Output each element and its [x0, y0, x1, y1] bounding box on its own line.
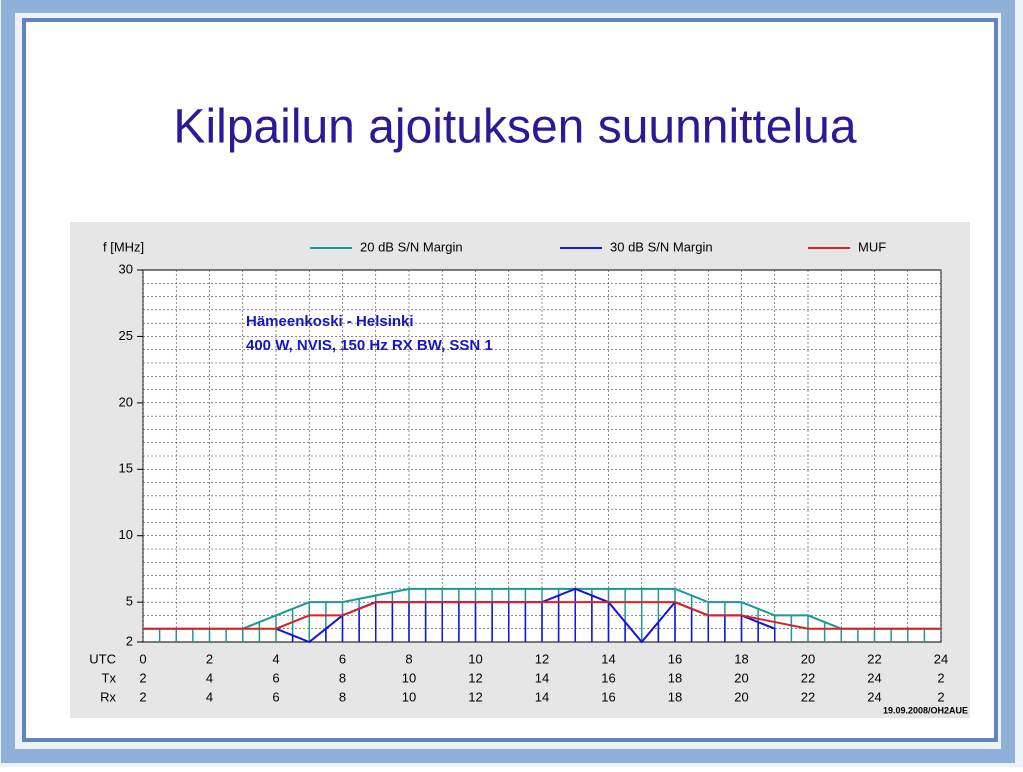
tx-label: 14: [535, 670, 549, 685]
tx-label: 16: [601, 670, 615, 685]
annotation: Hämeenkoski - Helsinki: [246, 313, 414, 330]
tx-label: 8: [339, 670, 346, 685]
y-tick-label: 20: [119, 394, 133, 409]
tx-label: 24: [867, 670, 881, 685]
y-tick-label: 2: [126, 633, 133, 648]
y-tick-label: 10: [119, 527, 133, 542]
rx-label: 24: [867, 689, 881, 704]
footer: 19.09.2008/OH2AUE: [883, 705, 968, 715]
rx-label: 20: [734, 689, 748, 704]
tx-label: 6: [272, 670, 279, 685]
series-line: [143, 601, 941, 630]
x-tick-label: 24: [934, 651, 948, 666]
slide-title: Kilpailun ajoituksen suunnittelua: [173, 101, 856, 154]
x-tick-label: 0: [139, 651, 146, 666]
y-tick-label: 25: [119, 328, 133, 343]
tx-label: 2: [937, 670, 944, 685]
rx-label: 6: [272, 689, 279, 704]
y-tick-label: 5: [126, 594, 133, 609]
rx-label: 4: [206, 689, 213, 704]
tx-label: 12: [468, 670, 482, 685]
x-tick-label: 2: [206, 651, 213, 666]
row-label: Rx: [100, 689, 116, 704]
x-tick-label: 4: [272, 651, 279, 666]
x-tick-label: 12: [535, 651, 549, 666]
x-tick-label: 22: [867, 651, 881, 666]
rx-label: 22: [801, 689, 815, 704]
frame-outer: [1, 0, 1015, 763]
legend-label: 30 dB S/N Margin: [610, 239, 713, 254]
y-tick-label: 30: [119, 261, 133, 276]
rx-label: 2: [937, 689, 944, 704]
y-axis-label: f [MHz]: [103, 239, 144, 254]
rx-label: 18: [668, 689, 682, 704]
tx-label: 2: [139, 670, 146, 685]
tx-label: 18: [668, 670, 682, 685]
row-label: UTC: [89, 651, 116, 666]
x-tick-label: 18: [734, 651, 748, 666]
x-tick-label: 14: [601, 651, 615, 666]
x-tick-label: 16: [668, 651, 682, 666]
plot-layer: [137, 269, 942, 644]
tx-label: 10: [402, 670, 416, 685]
x-tick-label: 20: [801, 651, 815, 666]
tx-label: 22: [801, 670, 815, 685]
y-tick-label: 15: [119, 461, 133, 476]
rx-label: 10: [402, 689, 416, 704]
tx-label: 20: [734, 670, 748, 685]
rx-label: 12: [468, 689, 482, 704]
rx-label: 16: [601, 689, 615, 704]
tx-label: 4: [206, 670, 213, 685]
legend-label: 20 dB S/N Margin: [360, 239, 463, 254]
x-tick-label: 6: [339, 651, 346, 666]
rx-label: 8: [339, 689, 346, 704]
row-label: Tx: [102, 670, 117, 685]
rx-label: 14: [535, 689, 549, 704]
x-tick-label: 10: [468, 651, 482, 666]
series-line: [143, 587, 941, 630]
rx-label: 2: [139, 689, 146, 704]
legend-label: MUF: [858, 239, 886, 254]
x-tick-label: 8: [405, 651, 412, 666]
annotation: 400 W, NVIS, 150 Hz RX BW, SSN 1: [246, 337, 493, 354]
